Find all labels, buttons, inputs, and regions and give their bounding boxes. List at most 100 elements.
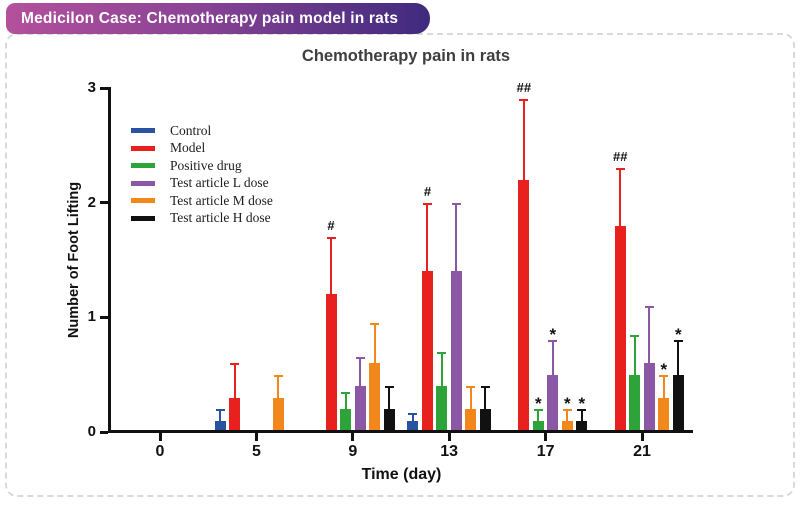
error-bar bbox=[648, 305, 651, 364]
bar-control-day13 bbox=[407, 420, 419, 432]
legend: Control Model Positive drug Test article L … bbox=[131, 122, 273, 227]
x-axis-label: Time (day) bbox=[361, 466, 442, 483]
case-header-badge: Medicilon Case: Chemotherapy pain model … bbox=[6, 3, 430, 34]
error-bar bbox=[566, 409, 569, 421]
error-bar bbox=[411, 412, 414, 421]
error-bar bbox=[440, 351, 443, 387]
bar-test-article-l-dose-day9 bbox=[354, 386, 366, 432]
x-tick-label: 9 bbox=[348, 443, 358, 460]
legend-label: Test article L dose bbox=[170, 175, 269, 191]
legend-item-test-article-h-dose: Test article H dose bbox=[131, 210, 273, 228]
error-bar-cap bbox=[548, 340, 558, 343]
error-bar-cap bbox=[659, 374, 669, 377]
legend-swatch bbox=[131, 145, 155, 151]
significance-marker: # bbox=[327, 218, 335, 234]
legend-item-test-article-l-dose: Test article L dose bbox=[131, 175, 273, 193]
bar-model-day17 bbox=[518, 179, 530, 432]
error-bar-cap bbox=[230, 363, 240, 366]
bar-test-article-m-dose-day5 bbox=[272, 397, 284, 432]
significance-marker: * bbox=[660, 359, 668, 379]
legend-swatch bbox=[131, 163, 155, 169]
bar-test-article-m-dose-day9 bbox=[369, 363, 381, 432]
bar-model-day5 bbox=[229, 397, 241, 432]
error-bar-cap bbox=[355, 357, 365, 360]
x-tick bbox=[158, 433, 162, 441]
x-tick-label: 0 bbox=[155, 443, 165, 460]
y-tick-label: 1 bbox=[87, 308, 96, 326]
bar-control-day5 bbox=[214, 420, 226, 432]
error-bar-cap bbox=[615, 168, 625, 171]
error-bar bbox=[537, 409, 540, 421]
y-tick bbox=[100, 201, 108, 205]
error-bar-cap bbox=[533, 409, 543, 412]
x-tick bbox=[254, 433, 258, 441]
error-bar-cap bbox=[519, 99, 529, 102]
error-bar-cap bbox=[384, 386, 394, 389]
error-bar-cap bbox=[273, 374, 283, 377]
x-axis-line bbox=[108, 430, 693, 433]
error-bar bbox=[662, 374, 665, 398]
bar-model-day13 bbox=[421, 271, 433, 432]
error-bar bbox=[359, 357, 362, 387]
bar-test-article-m-dose-day13 bbox=[465, 409, 477, 432]
legend-item-control: Control bbox=[131, 122, 273, 140]
error-bar-cap bbox=[480, 386, 490, 389]
error-bar-cap bbox=[466, 386, 476, 389]
bar-model-day21 bbox=[614, 225, 626, 432]
significance-marker: * bbox=[674, 325, 682, 345]
bar-test-article-l-dose-day17 bbox=[547, 374, 559, 432]
x-tick bbox=[544, 433, 548, 441]
error-bar-cap bbox=[451, 202, 461, 205]
significance-marker: ## bbox=[613, 149, 628, 165]
legend-swatch bbox=[131, 215, 155, 221]
error-bar bbox=[388, 386, 391, 410]
x-tick-label: 5 bbox=[251, 443, 261, 460]
significance-marker: ## bbox=[516, 80, 532, 96]
bar-test-article-m-dose-day17 bbox=[561, 420, 573, 432]
legend-label: Test article H dose bbox=[170, 210, 271, 226]
legend-label: Control bbox=[170, 122, 212, 138]
bar-test-article-h-dose-day21 bbox=[672, 374, 684, 432]
bar-model-day9 bbox=[325, 294, 337, 432]
error-bar bbox=[219, 409, 222, 421]
error-bar bbox=[277, 374, 280, 398]
legend-item-model: Model bbox=[131, 140, 273, 158]
y-tick-label: 3 bbox=[87, 79, 96, 96]
error-bar-cap bbox=[408, 412, 418, 415]
error-bar-cap bbox=[341, 391, 351, 394]
bar-test-article-h-dose-day9 bbox=[383, 409, 395, 432]
x-tick bbox=[351, 433, 355, 441]
legend-label: Test article M dose bbox=[170, 192, 273, 208]
error-bar bbox=[633, 334, 636, 375]
chart-title: Chemotherapy pain in rats bbox=[301, 47, 511, 65]
legend-label: Model bbox=[170, 140, 206, 156]
significance-marker: * bbox=[535, 394, 542, 414]
x-tick-label: 13 bbox=[440, 443, 459, 460]
error-bar-cap bbox=[437, 351, 447, 354]
y-tick-label: 2 bbox=[87, 193, 96, 211]
bar-test-article-m-dose-day21 bbox=[658, 397, 670, 432]
y-tick-label: 0 bbox=[87, 423, 96, 440]
y-tick bbox=[100, 430, 108, 434]
y-tick bbox=[100, 86, 108, 90]
error-bar bbox=[580, 409, 583, 421]
y-tick bbox=[100, 315, 108, 319]
error-bar bbox=[344, 391, 347, 410]
error-bar bbox=[426, 202, 429, 272]
error-bar bbox=[330, 237, 333, 295]
error-bar bbox=[455, 202, 458, 272]
legend-swatch bbox=[131, 128, 155, 134]
y-axis-line bbox=[108, 87, 111, 433]
x-tick-label: 17 bbox=[536, 443, 555, 460]
significance-marker: * bbox=[564, 394, 571, 414]
case-header-label: Medicilon Case: Chemotherapy pain model … bbox=[21, 9, 399, 27]
error-bar bbox=[373, 323, 376, 364]
significance-marker: * bbox=[549, 325, 557, 345]
error-bar bbox=[551, 340, 554, 375]
error-bar bbox=[484, 386, 487, 410]
x-tick bbox=[640, 433, 644, 441]
bar-positive-drug-day13 bbox=[436, 386, 448, 432]
legend-item-test-article-m-dose: Test article M dose bbox=[131, 192, 273, 210]
bar-test-article-h-dose-day17 bbox=[576, 420, 588, 432]
error-bar-cap bbox=[422, 202, 432, 205]
